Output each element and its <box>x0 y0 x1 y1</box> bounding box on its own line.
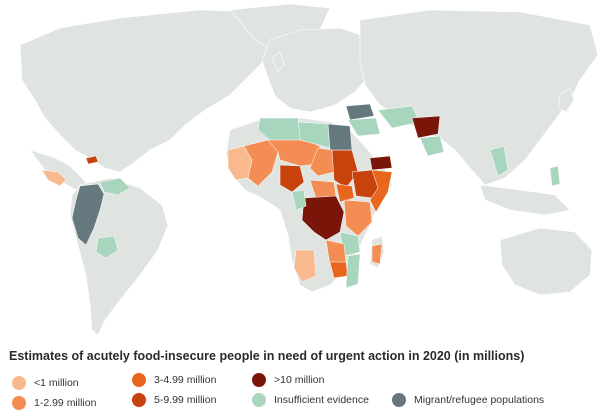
region-drc <box>301 195 345 241</box>
region-mozambique <box>345 253 361 289</box>
region-nigeria <box>279 164 305 193</box>
region-namibia <box>293 249 317 283</box>
region-myanmar <box>489 145 509 177</box>
region-philippines <box>549 165 561 187</box>
highlighted-countries <box>41 103 561 289</box>
region-venezuela <box>99 177 131 196</box>
region-afghanistan <box>411 115 441 139</box>
legend-swatch-gt10 <box>252 373 266 387</box>
region-cameroon <box>291 189 307 211</box>
base-land <box>19 3 599 336</box>
japan <box>557 87 575 113</box>
world-map <box>19 3 599 336</box>
legend-label-lt1: <1 million <box>34 377 79 389</box>
legend-item-3-5: 3-4.99 million <box>132 373 216 387</box>
maritime-southeast-asia <box>479 184 571 216</box>
legend-item-insufficient: Insufficient evidence <box>252 393 369 407</box>
legend-swatch-3-5 <box>132 373 146 387</box>
region-yemen <box>369 155 393 171</box>
region-egypt <box>327 123 353 151</box>
legend-item-5-10: 5-9.99 million <box>132 393 216 407</box>
map-legend: Estimates of acutely food-insecure peopl… <box>0 342 600 420</box>
legend-label-5-10: 5-9.99 million <box>154 394 217 406</box>
legend-label-3-5: 3-4.99 million <box>154 374 217 386</box>
legend-swatch-migrant <box>392 393 406 407</box>
legend-label-gt10: >10 million <box>274 374 325 386</box>
british-isles <box>271 51 285 73</box>
legend-label-insufficient: Insufficient evidence <box>274 394 369 406</box>
europe <box>261 27 381 113</box>
legend-swatch-insufficient <box>252 393 266 407</box>
region-south-sudan <box>335 183 355 203</box>
legend-item-migrant: Migrant/refugee populations <box>392 393 544 407</box>
legend-item-1-3: 1-2.99 million <box>12 396 96 410</box>
region-haiti <box>85 155 99 165</box>
region-pakistan <box>419 135 445 157</box>
australia <box>499 227 593 296</box>
region-madagascar <box>371 243 383 265</box>
legend-swatch-lt1 <box>12 376 26 390</box>
legend-title: Estimates of acutely food-insecure peopl… <box>9 349 525 363</box>
region-chad <box>309 147 335 177</box>
region-syria <box>345 103 375 121</box>
region-middle-east <box>347 117 381 137</box>
region-algeria <box>257 117 301 141</box>
region-east-africa <box>343 199 373 237</box>
legend-item-gt10: >10 million <box>252 373 325 387</box>
region-somalia <box>369 169 393 213</box>
region-bolivia <box>95 235 119 259</box>
legend-label-migrant: Migrant/refugee populations <box>414 394 545 406</box>
legend-swatch-1-3 <box>12 396 26 410</box>
region-andean-migrant <box>71 183 105 246</box>
map-canvas <box>19 3 599 336</box>
legend-item-lt1: <1 million <box>12 376 79 390</box>
region-central-america-lt1 <box>41 169 67 187</box>
legend-label-1-3: 1-2.99 million <box>34 397 97 409</box>
legend-swatch-5-10 <box>132 393 146 407</box>
